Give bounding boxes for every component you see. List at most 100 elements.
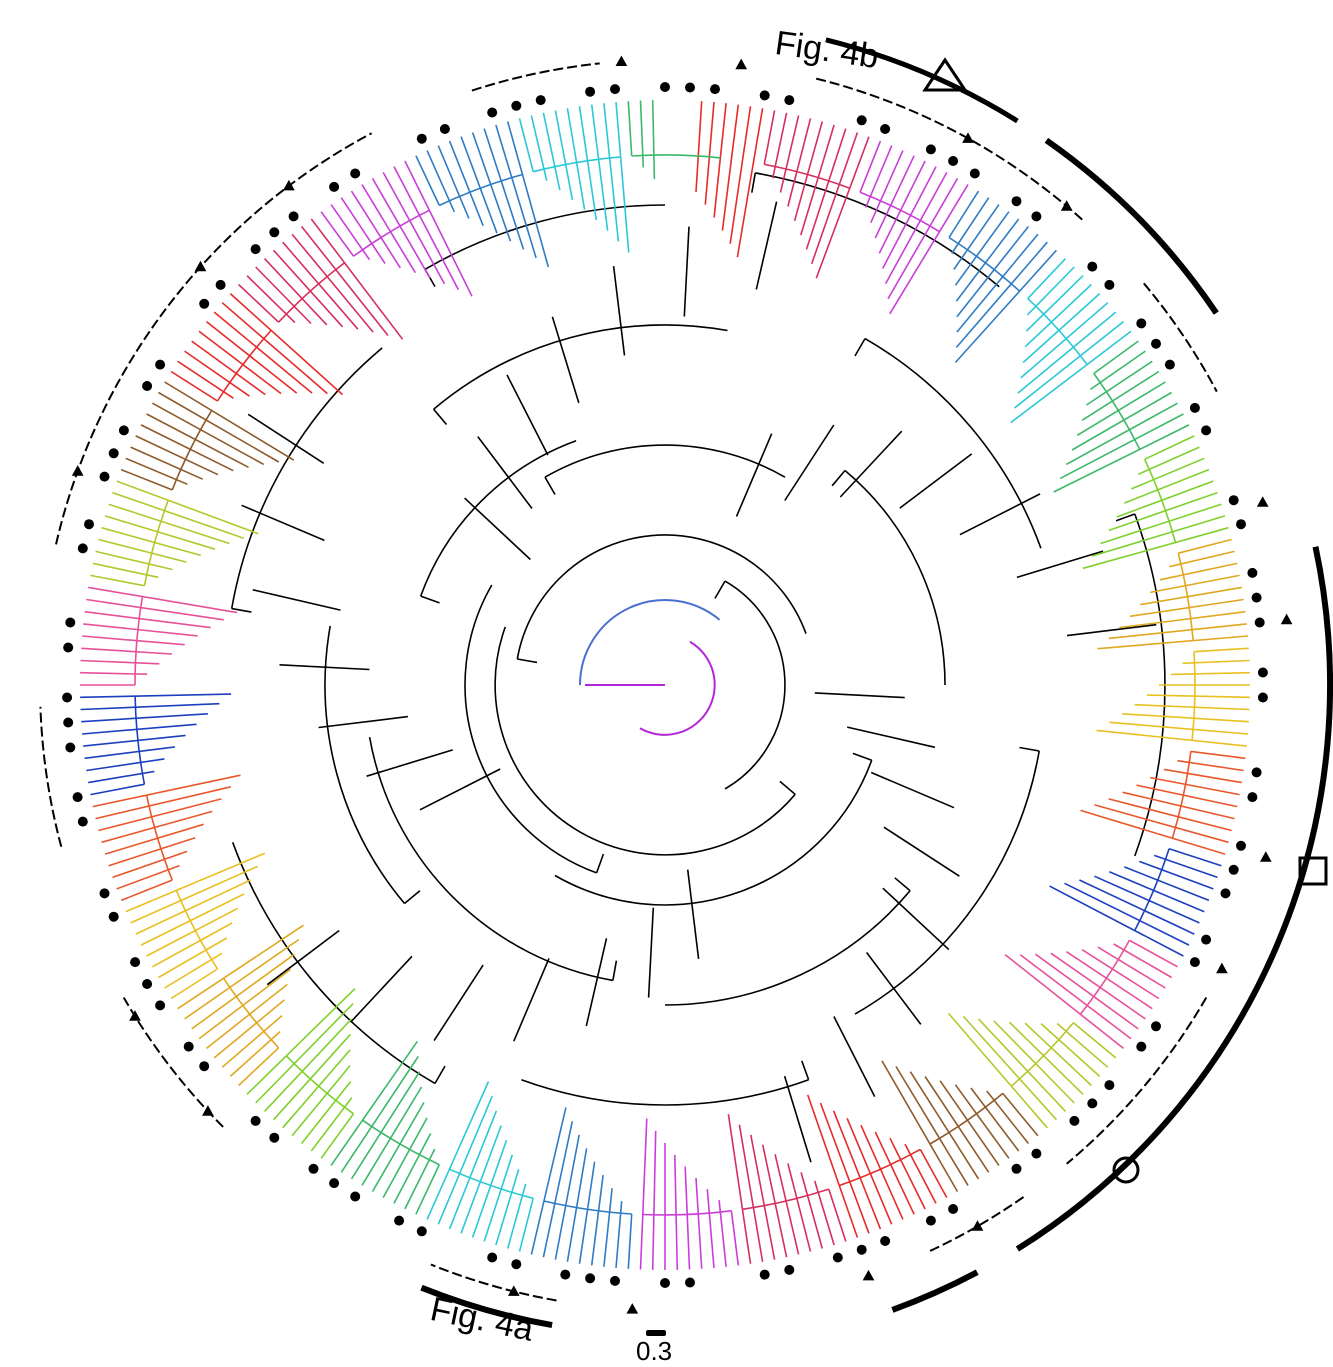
internal-branch [865, 952, 922, 1025]
internal-branch [350, 955, 413, 1023]
leaf-dot [118, 425, 129, 436]
leaf-branch [213, 999, 285, 1059]
leaf-branch [95, 786, 231, 820]
leaf-dot [308, 1163, 319, 1174]
leaf-branch [170, 968, 218, 1000]
leaf-branch [112, 850, 188, 879]
leaf-branch [761, 1144, 788, 1258]
dashed-group-arc [1066, 996, 1208, 1165]
leaf-branch [1159, 562, 1238, 581]
leaf-branch [340, 1056, 419, 1173]
leaf-branch [460, 136, 498, 234]
leaf-branch [213, 311, 313, 394]
backbone-arc [844, 469, 946, 686]
leaf-branch [382, 1117, 428, 1198]
dashed-group-arc [122, 996, 224, 1128]
leaf-dot [1011, 1163, 1022, 1174]
leaf-dot [63, 717, 74, 728]
leaf-branch [80, 702, 220, 711]
leaf-branch [954, 249, 1057, 364]
leaf-branch [864, 145, 893, 208]
internal-branch [612, 266, 626, 356]
leaf-dot [1251, 767, 1262, 778]
leaf-branch [832, 1110, 882, 1230]
triangle-marker [1256, 496, 1269, 507]
leaf-branch [84, 610, 211, 629]
leaf-branch [615, 1201, 623, 1268]
leaf-branch [1113, 943, 1173, 979]
leaf-dot [1236, 519, 1246, 530]
leaf-dot [1151, 338, 1161, 349]
leaf-dot [969, 168, 980, 179]
internal-branch [814, 692, 905, 699]
leaf-branch [787, 1163, 812, 1252]
leaf-dot [329, 1178, 340, 1189]
triangle-marker [971, 1220, 984, 1231]
internal-branch [318, 715, 408, 729]
leaf-dot [199, 1061, 210, 1072]
leaf-branch [695, 1177, 703, 1269]
leaf-branch [1094, 804, 1229, 844]
leaf-branch [1094, 875, 1200, 924]
leaf-branch [426, 1081, 490, 1220]
leaf-branch [1190, 750, 1246, 760]
leaf-branch [706, 1189, 715, 1268]
leaf-dot [880, 124, 891, 134]
leaf-branch [651, 100, 656, 180]
leaf-branch [615, 102, 630, 253]
leaf-dot [1236, 840, 1246, 851]
triangle-marker [129, 1010, 141, 1021]
leaf-branch [404, 1148, 436, 1210]
scale-bar-label: 0.3 [636, 1336, 673, 1366]
leaf-branch [684, 1166, 691, 1270]
leaf-markers [62, 82, 1268, 1288]
leaf-branch [518, 1198, 534, 1252]
leaf-branch [1076, 381, 1166, 436]
leaf-branch [793, 121, 824, 222]
leaf-branch [1108, 798, 1232, 832]
backbone-arc [664, 890, 911, 1006]
internal-branch [882, 887, 950, 951]
leaf-branch [437, 145, 470, 219]
leaf-branch [263, 258, 328, 326]
leaf-branch [1020, 302, 1109, 379]
triangle-marker [626, 1303, 639, 1314]
leaf-branch [198, 330, 282, 395]
leaf-branch [730, 1210, 740, 1266]
leaf-branch [415, 155, 441, 206]
leaf-dot [1189, 402, 1200, 413]
leaf-branch [1002, 1092, 1039, 1137]
backbone-branch [420, 595, 440, 604]
leaf-branch [229, 293, 344, 396]
leaf-branch [80, 671, 148, 675]
leaf-branch [198, 968, 292, 1040]
leaf-branch [152, 402, 265, 466]
backbone-branch [403, 890, 421, 905]
leaf-branch [310, 218, 404, 340]
leaf-dot [1104, 279, 1115, 290]
leaf-dot [329, 181, 340, 192]
leaf-branch [135, 435, 219, 476]
leaf-branch [340, 197, 386, 264]
leaf-branch [578, 106, 598, 221]
leaf-branch [98, 798, 222, 832]
leaf-branch [1049, 885, 1184, 957]
backbone-arc [755, 172, 1000, 288]
backbone-branch [544, 476, 556, 495]
leaf-branch [246, 988, 356, 1095]
leaf-branch [566, 108, 586, 210]
leaf-branch [1024, 1022, 1092, 1087]
leaf-dot [759, 1269, 770, 1280]
leaf-branch [448, 140, 484, 226]
backbone-branch [434, 1065, 446, 1084]
backbone-arc [544, 444, 786, 478]
leaf-branch [80, 693, 232, 699]
leaf-branch [1129, 598, 1244, 618]
leaf-branch [206, 983, 288, 1050]
leaf-dot [1189, 957, 1200, 968]
leaf-branch [1040, 1023, 1101, 1077]
leaf-branch [1004, 953, 1124, 1050]
leaf-branch [1108, 491, 1218, 532]
leaf-branch [361, 1086, 423, 1186]
leaf-branch [993, 1020, 1075, 1104]
